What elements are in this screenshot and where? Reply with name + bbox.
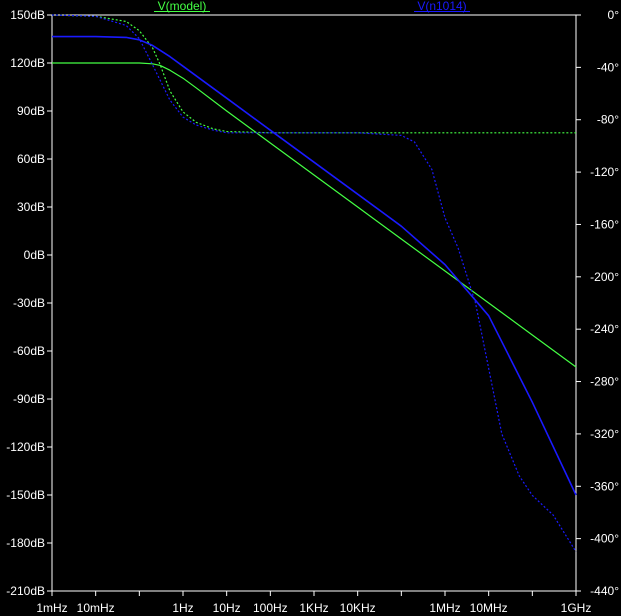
y-left-tick-label: 120dB (10, 56, 45, 70)
x-tick-label: 1Hz (172, 601, 193, 615)
y-left-tick-label: -150dB (6, 488, 45, 502)
y-right-tick-label: -240° (590, 322, 619, 336)
series-model-phase-line (51, 14, 576, 134)
x-tick-label: 1GHz (561, 601, 592, 615)
series-model-magnitude-line (52, 62, 577, 368)
x-tick-label: 1mHz (36, 601, 67, 615)
y-right-tick-label: -120° (590, 165, 619, 179)
x-tick-label: 10MHz (470, 601, 508, 615)
legend-model: V(model) (158, 0, 207, 13)
y-left-tick-label: 0dB (24, 248, 45, 262)
y-left-tick-label: 30dB (17, 200, 45, 214)
y-right-tick-label: -40° (597, 60, 619, 74)
y-left-tick-label: -60dB (13, 344, 45, 358)
y-left-tick-label: -90dB (13, 392, 45, 406)
y-right-tick-label: -440° (590, 584, 619, 598)
y-left-tick-label: -180dB (6, 536, 45, 550)
y-left-tick-label: 150dB (10, 8, 45, 22)
y-right-tick-label: -80° (597, 113, 619, 127)
legend: V(model) V(n1014) (154, 0, 470, 13)
y-right-tick-label: -400° (590, 532, 619, 546)
series-lines (51, 14, 577, 553)
y-left-tick-label: 60dB (17, 152, 45, 166)
y-right-axis-ticks: 0° -40° -80° -120° -160° -200° -240° -280° -320°… (576, 8, 619, 598)
y-left-tick-label: -30dB (13, 296, 45, 310)
axes (51, 14, 577, 592)
y-left-tick-label: -120dB (6, 440, 45, 454)
y-left-tick-label: 90dB (17, 104, 45, 118)
y-right-tick-label: 0° (608, 8, 620, 22)
legend-v1014: V(n1014) (417, 0, 466, 13)
x-tick-label: 10Hz (213, 601, 241, 615)
x-axis-ticks: 1mHz 10mHz 1Hz 10Hz 100Hz 1KHz 10KHz 1MHz 10MHz 1… (36, 591, 591, 615)
x-tick-label: 10mHz (77, 601, 115, 615)
y-right-tick-label: -280° (590, 375, 619, 389)
x-tick-label: 1MHz (429, 601, 460, 615)
series-v1014-phase-line (51, 14, 577, 553)
plot-frame (51, 14, 577, 592)
y-right-tick-label: -160° (590, 217, 619, 231)
y-left-axis-ticks: 150dB 120dB 90dB 60dB 30dB 0dB -30dB -60dB -90dB… (6, 8, 52, 598)
y-right-tick-label: -360° (590, 479, 619, 493)
x-tick-label: 10KHz (340, 601, 376, 615)
x-tick-label: 100Hz (253, 601, 288, 615)
x-tick-label: 1KHz (299, 601, 328, 615)
series-v1014-magnitude-line (52, 35, 577, 496)
y-right-tick-label: -200° (590, 270, 619, 284)
y-left-tick-label: -210dB (6, 584, 45, 598)
y-right-tick-label: -320° (590, 427, 619, 441)
